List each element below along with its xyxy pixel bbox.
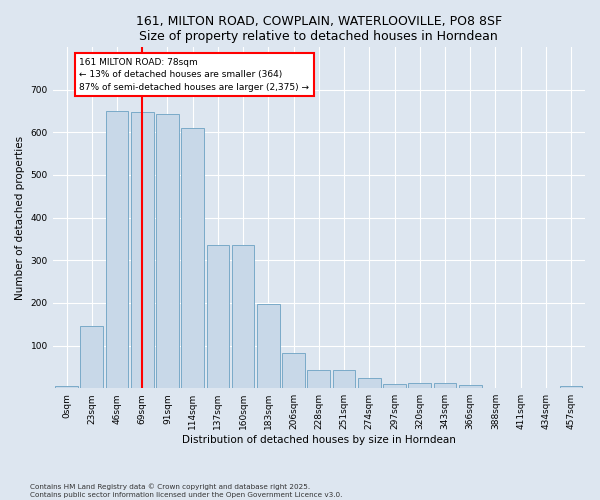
Bar [181, 128, 204, 388]
Bar [383, 384, 406, 388]
Bar [131, 112, 154, 388]
Bar [156, 114, 179, 388]
Bar [459, 385, 482, 388]
Bar [358, 378, 380, 388]
Bar [257, 304, 280, 388]
X-axis label: Distribution of detached houses by size in Horndean: Distribution of detached houses by size … [182, 435, 456, 445]
Bar [282, 353, 305, 388]
Text: Contains HM Land Registry data © Crown copyright and database right 2025.
Contai: Contains HM Land Registry data © Crown c… [30, 484, 343, 498]
Bar [206, 246, 229, 388]
Bar [434, 382, 457, 388]
Text: 161 MILTON ROAD: 78sqm
← 13% of detached houses are smaller (364)
87% of semi-de: 161 MILTON ROAD: 78sqm ← 13% of detached… [79, 58, 309, 92]
Bar [232, 246, 254, 388]
Bar [55, 386, 78, 388]
Bar [106, 111, 128, 388]
Bar [80, 326, 103, 388]
Bar [333, 370, 355, 388]
Bar [307, 370, 330, 388]
Y-axis label: Number of detached properties: Number of detached properties [15, 136, 25, 300]
Bar [560, 386, 583, 388]
Title: 161, MILTON ROAD, COWPLAIN, WATERLOOVILLE, PO8 8SF
Size of property relative to : 161, MILTON ROAD, COWPLAIN, WATERLOOVILL… [136, 15, 502, 43]
Bar [409, 383, 431, 388]
